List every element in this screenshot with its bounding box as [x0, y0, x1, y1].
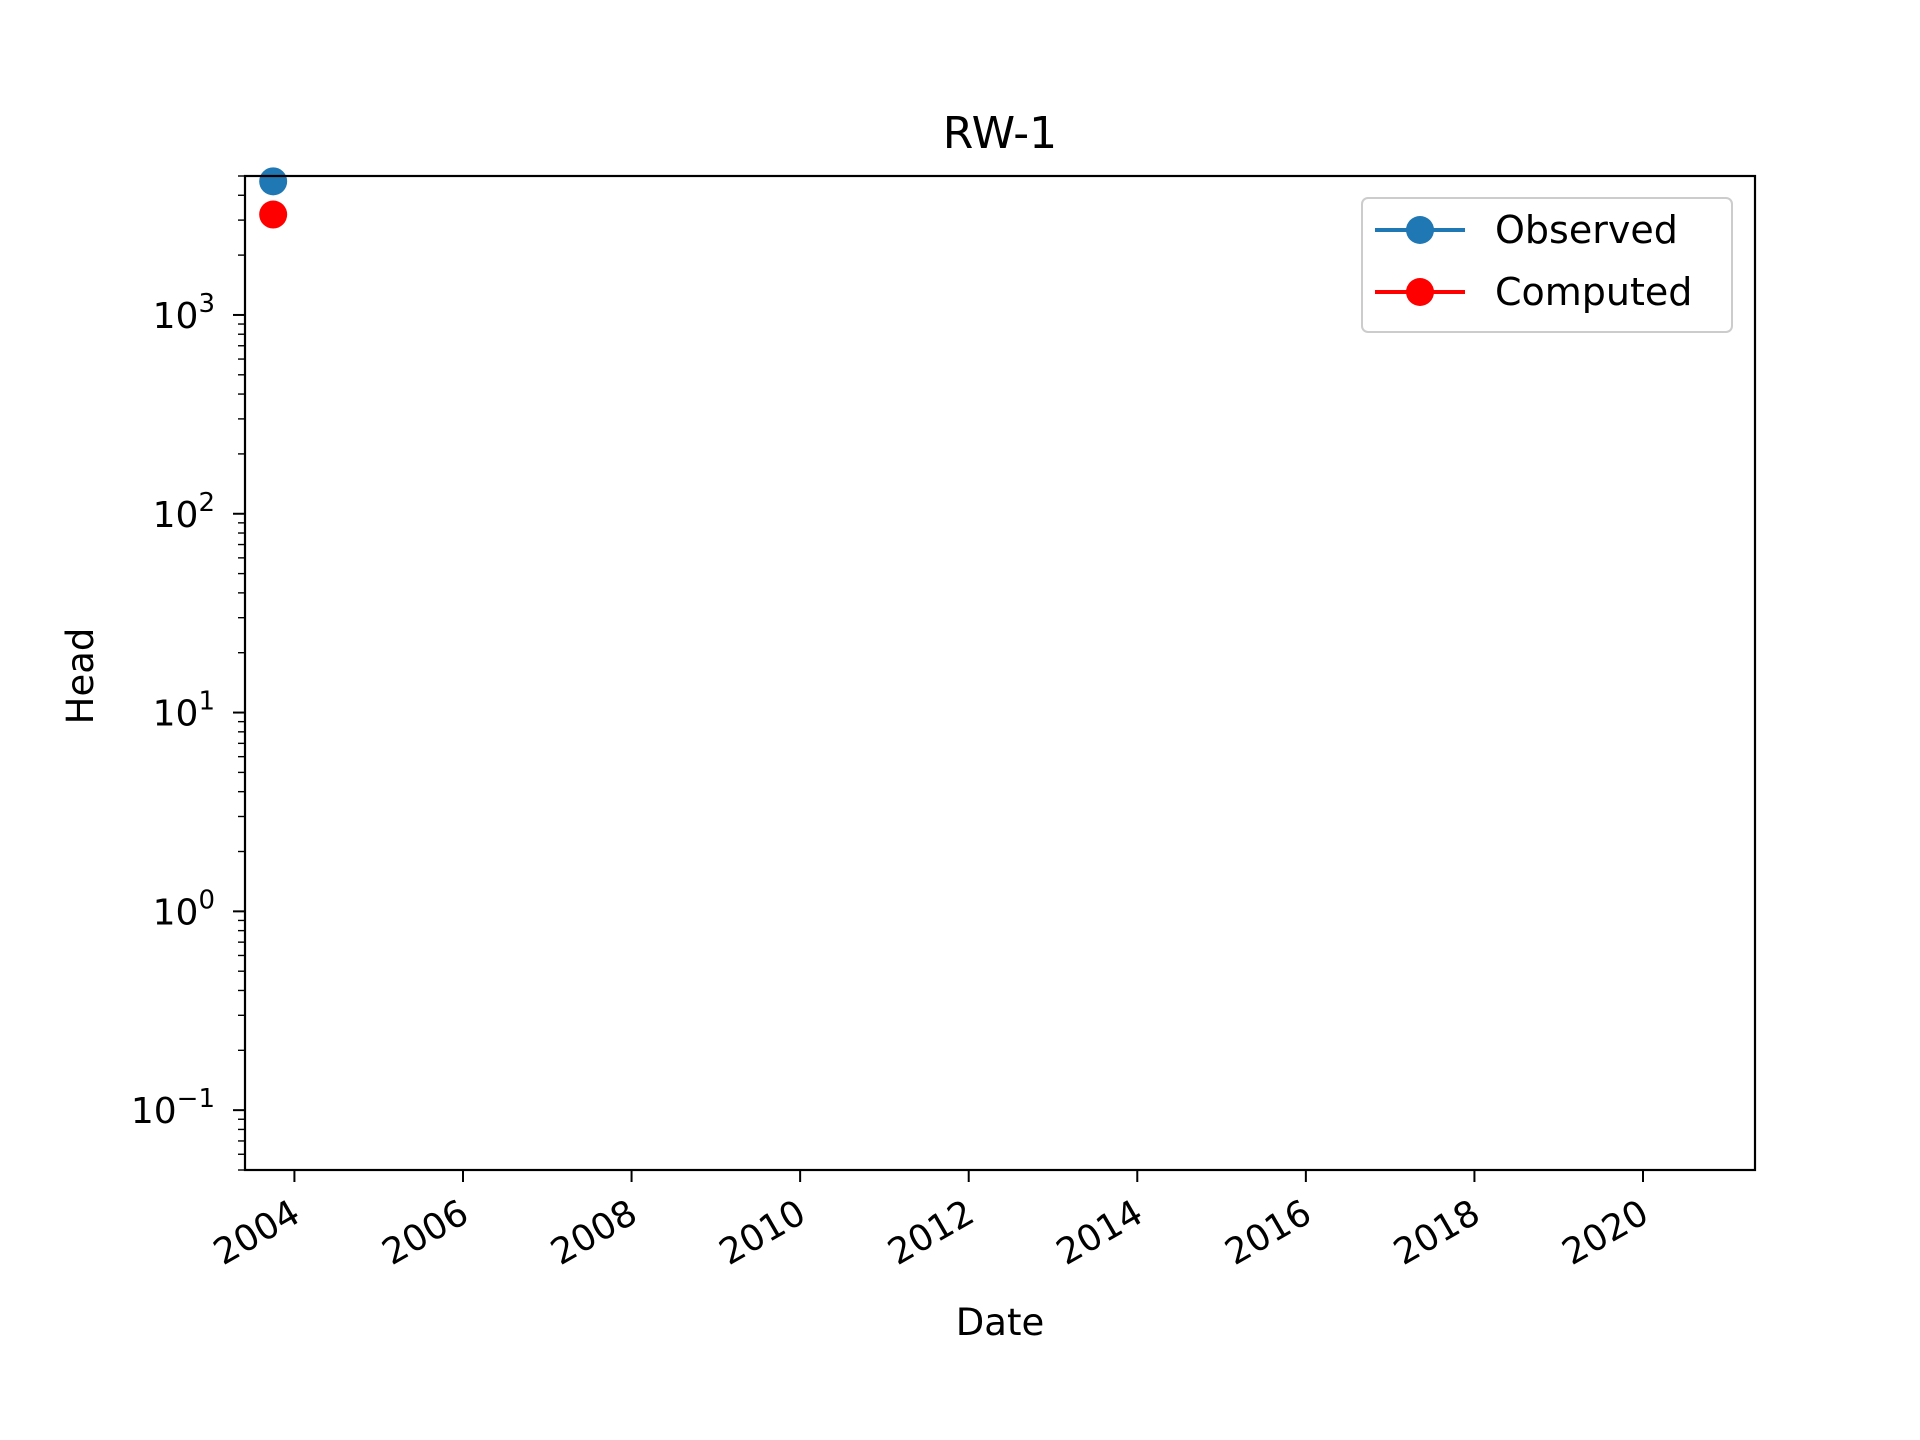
legend-marker [1406, 216, 1434, 244]
y-tick-label: 10−1 [131, 1084, 215, 1132]
chart-title: RW-1 [943, 108, 1057, 159]
computed-point [259, 200, 288, 229]
y-tick-label: 103 [153, 289, 215, 337]
legend-label: Computed [1495, 270, 1692, 314]
plot-frame [243, 174, 1757, 1172]
y-axis-ticks: 10−1 100 101 102 103 [131, 175, 245, 1171]
y-tick-label: 102 [153, 488, 215, 536]
x-axis-label: Date [956, 1301, 1044, 1344]
y-tick-label: 101 [153, 687, 215, 735]
observed-point [259, 167, 288, 196]
legend-label: Observed [1495, 208, 1678, 252]
legend-entries: Observed Computed [1375, 208, 1692, 314]
y-tick-label: 100 [153, 885, 215, 933]
legend-marker [1406, 278, 1434, 306]
plot-marks [259, 167, 288, 229]
legend: Observed Computed [1361, 197, 1733, 333]
y-axis-label: Head [59, 628, 102, 725]
